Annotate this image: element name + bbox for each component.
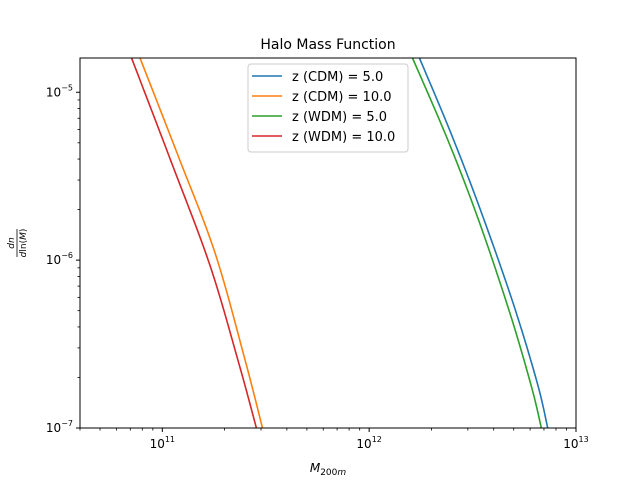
x-axis-ticks: 1011 1012 1013 [79, 428, 589, 451]
series-line-1 [139, 58, 264, 428]
legend: z (CDM) = 5.0 z (CDM) = 10.0 z (WDM) = 5.0… [247, 63, 409, 153]
y-tick-label-2: 10−5 [46, 83, 73, 99]
y-axis-label: dn dln(M) [7, 229, 29, 258]
legend-label-2: z (WDM) = 5.0 [292, 110, 387, 125]
legend-label-1: z (CDM) = 10.0 [292, 90, 392, 105]
y-tick-label-0: 10−7 [46, 419, 73, 435]
series-layer [130, 58, 549, 428]
x-tick-label-1: 1012 [356, 435, 381, 451]
x-axis-label: M200m [310, 461, 347, 478]
legend-label-3: z (WDM) = 10.0 [292, 130, 395, 145]
legend-label-0: z (CDM) = 5.0 [292, 70, 383, 85]
chart-title: Halo Mass Function [260, 37, 395, 53]
legend-box [247, 63, 409, 153]
series-line-0 [418, 58, 549, 428]
svg-text:dn: dn [7, 237, 17, 249]
x-tick-label-0: 1011 [150, 435, 175, 451]
series-line-2 [411, 58, 543, 428]
y-tick-label-1: 10−6 [46, 251, 73, 267]
series-line-3 [130, 58, 258, 428]
svg-text:dln(M): dln(M) [19, 229, 29, 258]
y-axis-ticks: 10−7 10−6 10−5 [46, 83, 80, 435]
plot-frame [79, 57, 577, 429]
x-tick-label-2: 1013 [563, 435, 588, 451]
